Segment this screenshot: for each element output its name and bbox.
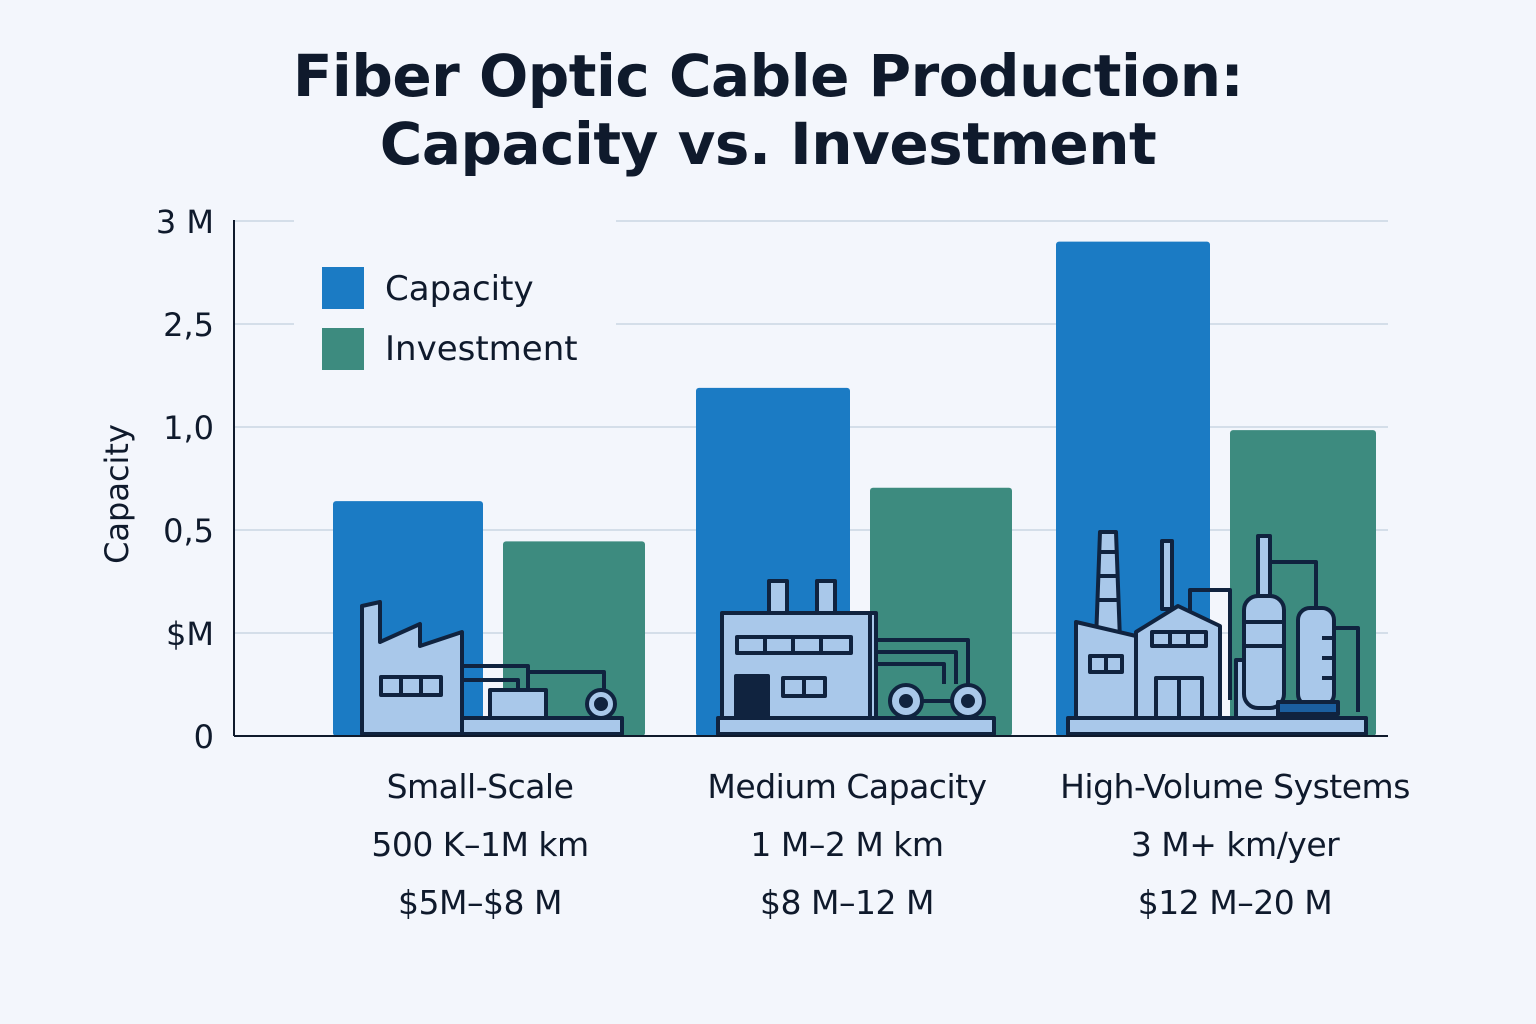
category-range: 1 M–2 M km bbox=[750, 825, 944, 864]
category-cost: $5M–$8 M bbox=[398, 883, 562, 922]
y-tick-label-5: 3 M bbox=[156, 203, 214, 241]
legend-label-investment: Investment bbox=[385, 329, 578, 369]
axes bbox=[233, 220, 1388, 737]
category-name: High-Volume Systems bbox=[1060, 767, 1410, 806]
y-tick-label-3: 1,0 bbox=[163, 409, 214, 447]
category-label-small-scale: Small-Scale 500 K–1M km $5M–$8 M bbox=[270, 758, 690, 932]
y-tick-label-0: 0 bbox=[194, 718, 214, 756]
category-range: 3 M+ km/yer bbox=[1130, 825, 1340, 864]
y-tick-label-1: $M bbox=[166, 615, 214, 653]
legend: Capacity Investment bbox=[322, 267, 578, 370]
category-label-medium-capacity: Medium Capacity 1 M–2 M km $8 M–12 M bbox=[637, 758, 1057, 932]
legend-swatch-investment bbox=[322, 328, 364, 370]
category-name: Medium Capacity bbox=[707, 767, 987, 806]
bar-investment-2 bbox=[870, 487, 1012, 736]
chart-title-line2: Capacity vs. Investment bbox=[379, 110, 1157, 178]
small-factory-icon bbox=[360, 600, 624, 736]
category-label-high-volume: High-Volume Systems 3 M+ km/yer $12 M–20… bbox=[1025, 758, 1445, 932]
y-tick-label-2: 0,5 bbox=[163, 512, 214, 550]
large-plant-icon bbox=[1066, 530, 1368, 736]
legend-swatch-capacity bbox=[322, 267, 364, 309]
y-axis-label: Capacity bbox=[98, 424, 136, 564]
legend-label-capacity: Capacity bbox=[385, 269, 534, 309]
y-axis-ticks: 0 $M 0,5 1,0 2,5 3 M bbox=[156, 203, 214, 756]
category-cost: $8 M–12 M bbox=[760, 883, 934, 922]
chart-title-line1: Fiber Optic Cable Production: bbox=[292, 42, 1244, 110]
y-tick-label-4: 2,5 bbox=[163, 306, 214, 344]
category-cost: $12 M–20 M bbox=[1137, 883, 1333, 922]
category-range: 500 K–1M km bbox=[371, 825, 589, 864]
chart-title: Fiber Optic Cable Production: Capacity v… bbox=[0, 42, 1536, 178]
bar-investment-1 bbox=[503, 541, 645, 736]
category-name: Small-Scale bbox=[386, 767, 574, 806]
medium-factory-icon bbox=[716, 579, 996, 736]
